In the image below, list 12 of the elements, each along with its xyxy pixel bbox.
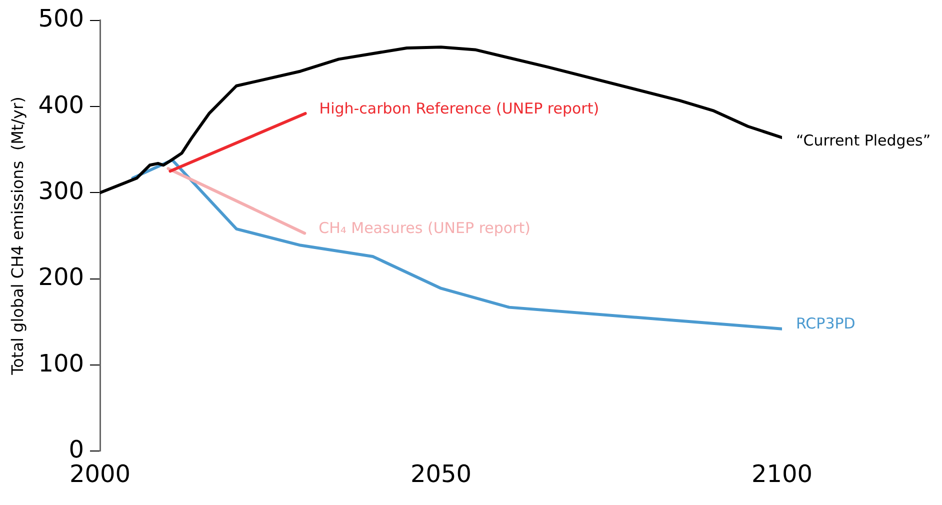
series-label: RCP3PD <box>796 314 856 333</box>
series-label: CH₄ Measures (UNEP report) <box>318 219 530 238</box>
series-label: “Current Pledges” <box>796 131 931 150</box>
x-tick-label: 2050 <box>410 460 472 488</box>
x-tick-label: 2100 <box>751 460 813 488</box>
y-tick-label: 500 <box>38 4 84 33</box>
y-axis-title: Total global CH4 emissions (Mt/yr) <box>8 96 27 376</box>
y-tick-label: 300 <box>38 176 84 205</box>
y-tick-label: 200 <box>38 263 84 292</box>
y-tick-label: 400 <box>38 90 84 119</box>
y-tick-label: 100 <box>38 349 84 378</box>
series-label: High-carbon Reference (UNEP report) <box>319 99 600 118</box>
